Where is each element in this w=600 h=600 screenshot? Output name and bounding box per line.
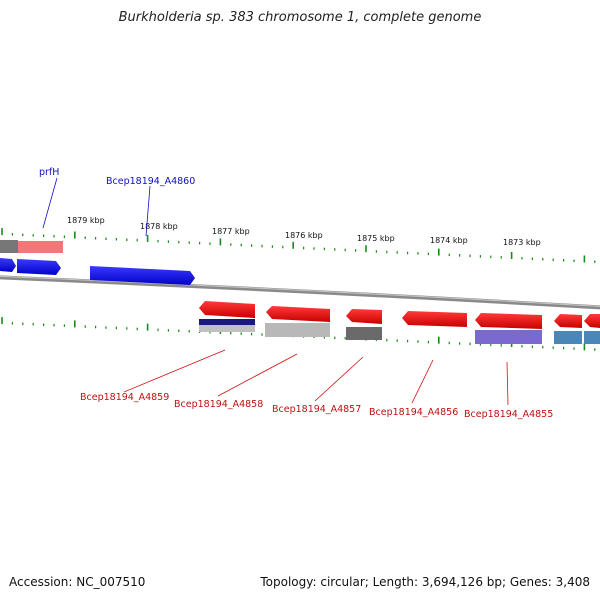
gene-reverse-1 [199, 301, 255, 318]
gene-label-A4858[interactable]: Bcep18194_A4858 [174, 399, 263, 410]
accession-text: Accession: NC_007510 [9, 575, 146, 589]
feature-steelblue-a [554, 331, 582, 344]
feature-navy [199, 319, 255, 325]
tick-label: 1877 kbp [212, 227, 250, 236]
gene-reverse-7 [584, 314, 600, 328]
map-title: Burkholderia sp. 383 chromosome 1, compl… [118, 10, 482, 25]
chromosome-backbone [0, 275, 600, 310]
gene-reverse-4 [402, 311, 467, 327]
gene-label-A4857[interactable]: Bcep18194_A4857 [272, 404, 361, 415]
gene-label-A4859[interactable]: Bcep18194_A4859 [80, 392, 169, 403]
feature-darkgrey [346, 327, 382, 340]
gene-reverse-2 [266, 306, 330, 322]
gene-label-prfH[interactable]: prfH [39, 167, 59, 178]
tick-label: 1874 kbp [430, 236, 468, 245]
tick-label: 1875 kbp [357, 234, 395, 243]
feature-lightgrey-b [265, 323, 330, 337]
gene-forward-3 [90, 266, 195, 285]
tick-label: 1879 kbp [67, 216, 105, 225]
genome-summary-text: Topology: circular; Length: 3,694,126 bp… [260, 575, 590, 589]
gene-label-A4855[interactable]: Bcep18194_A4855 [464, 409, 553, 420]
gene-reverse-6 [554, 314, 582, 328]
outer-ruler [1, 228, 596, 263]
gene-label-A4860[interactable]: Bcep18194_A4860 [106, 176, 195, 187]
gene-label-A4856[interactable]: Bcep18194_A4856 [369, 407, 458, 418]
gene-forward-1 [0, 258, 16, 272]
gene-reverse-3 [346, 309, 382, 324]
feature-steelblue-b [584, 331, 600, 344]
gene-forward-2 [17, 259, 61, 275]
feature-grey-upper [0, 240, 18, 253]
tick-label: 1878 kbp [140, 222, 178, 231]
feature-purple [475, 330, 542, 344]
tick-label: 1873 kbp [503, 238, 541, 247]
feature-pink-upper [18, 241, 63, 253]
tick-label: 1876 kbp [285, 231, 323, 240]
feature-lightgrey-a [199, 325, 255, 332]
gene-reverse-5 [475, 313, 542, 329]
